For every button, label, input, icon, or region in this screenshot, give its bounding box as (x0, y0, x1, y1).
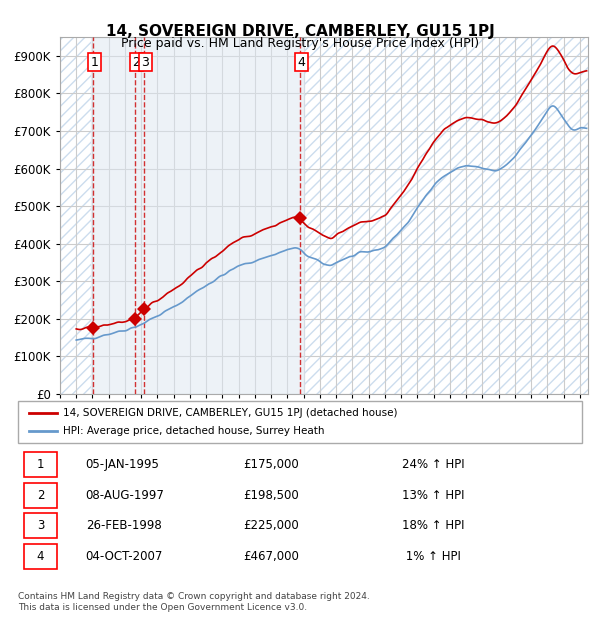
Text: 3: 3 (37, 520, 44, 533)
Text: 04-OCT-2007: 04-OCT-2007 (86, 550, 163, 563)
Text: Price paid vs. HM Land Registry's House Price Index (HPI): Price paid vs. HM Land Registry's House … (121, 37, 479, 50)
Text: £198,500: £198,500 (244, 489, 299, 502)
Text: 08-AUG-1997: 08-AUG-1997 (86, 489, 164, 502)
Text: 4: 4 (37, 550, 44, 563)
Text: 13% ↑ HPI: 13% ↑ HPI (401, 489, 464, 502)
Text: Contains HM Land Registry data © Crown copyright and database right 2024.
This d: Contains HM Land Registry data © Crown c… (18, 592, 370, 611)
Bar (91, 37, 304, 394)
Text: 1: 1 (91, 56, 98, 69)
FancyBboxPatch shape (23, 513, 58, 538)
Text: 4: 4 (297, 56, 305, 69)
Text: 26-FEB-1998: 26-FEB-1998 (86, 520, 161, 533)
Text: HPI: Average price, detached house, Surrey Heath: HPI: Average price, detached house, Surr… (63, 427, 325, 436)
Bar (60, 37, 91, 394)
FancyBboxPatch shape (23, 482, 58, 508)
Text: 1: 1 (37, 458, 44, 471)
FancyBboxPatch shape (23, 452, 58, 477)
FancyBboxPatch shape (23, 544, 58, 569)
Text: 24% ↑ HPI: 24% ↑ HPI (401, 458, 464, 471)
Bar (60, 37, 91, 394)
Text: 05-JAN-1995: 05-JAN-1995 (86, 458, 160, 471)
Text: £175,000: £175,000 (244, 458, 299, 471)
Text: 14, SOVEREIGN DRIVE, CAMBERLEY, GU15 1PJ (detached house): 14, SOVEREIGN DRIVE, CAMBERLEY, GU15 1PJ… (63, 408, 398, 418)
Text: 14, SOVEREIGN DRIVE, CAMBERLEY, GU15 1PJ: 14, SOVEREIGN DRIVE, CAMBERLEY, GU15 1PJ (106, 24, 494, 38)
Text: 1% ↑ HPI: 1% ↑ HPI (401, 550, 460, 563)
Bar (304, 37, 588, 394)
FancyBboxPatch shape (18, 401, 582, 443)
Text: 18% ↑ HPI: 18% ↑ HPI (401, 520, 464, 533)
Text: £225,000: £225,000 (244, 520, 299, 533)
Text: £467,000: £467,000 (244, 550, 299, 563)
Text: 2: 2 (132, 56, 140, 69)
Text: 3: 3 (141, 56, 149, 69)
Text: 2: 2 (37, 489, 44, 502)
